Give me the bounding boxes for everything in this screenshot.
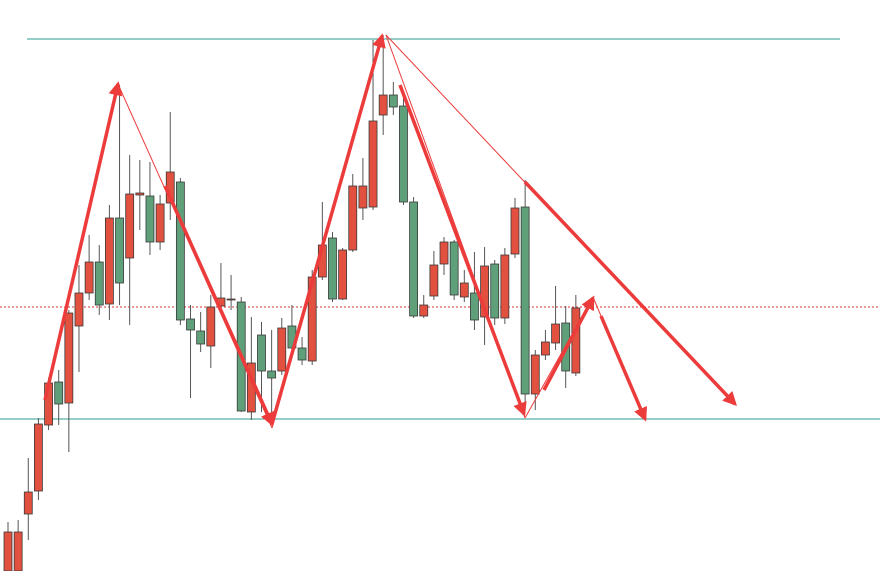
trend-drawings <box>43 33 737 429</box>
candle-body <box>135 192 145 196</box>
candle-body <box>571 307 581 374</box>
candle-body <box>125 193 135 259</box>
candle-body <box>257 334 266 372</box>
candle-body <box>459 282 469 298</box>
candle-body <box>94 261 104 306</box>
candle-body <box>297 347 307 361</box>
candle-body <box>105 217 114 305</box>
candle-body <box>3 531 13 571</box>
candle-body <box>54 381 64 405</box>
candle-body <box>480 265 489 318</box>
arrow <box>542 295 595 391</box>
arrow <box>163 185 274 427</box>
candle-body <box>551 323 560 344</box>
arrow <box>270 33 386 425</box>
candle-body <box>510 207 520 255</box>
price-levels <box>0 38 880 420</box>
candle-body <box>419 304 429 317</box>
candle-body <box>175 181 185 321</box>
candle-body <box>388 94 398 108</box>
candle-body <box>368 120 378 208</box>
candle-body <box>328 237 337 300</box>
arrow <box>398 84 527 417</box>
candle-body <box>206 306 216 347</box>
candle-body <box>378 94 388 116</box>
candle-body <box>348 185 358 251</box>
candle-body <box>115 217 124 284</box>
candle-body <box>34 423 43 492</box>
candle-body <box>409 201 419 317</box>
arrow <box>523 180 737 407</box>
candle-body <box>541 341 550 356</box>
candle-body <box>64 312 74 404</box>
candle-body <box>226 298 236 301</box>
candle-body <box>500 254 510 319</box>
candle-body <box>530 354 540 395</box>
candle-body <box>358 185 368 209</box>
candle-body <box>449 241 459 296</box>
candle-body <box>520 206 530 395</box>
candle-body <box>399 105 408 203</box>
candle-body <box>155 203 165 243</box>
candle-body <box>470 292 479 321</box>
arrow <box>599 315 648 422</box>
candle-body <box>490 263 500 319</box>
candle-body <box>23 491 33 515</box>
candle-body <box>196 330 206 345</box>
candle-body <box>13 531 23 571</box>
candle-body <box>186 318 195 331</box>
candle-body <box>439 241 449 265</box>
candle-body <box>74 292 84 327</box>
candle-body <box>84 261 94 294</box>
candle-body <box>145 195 155 243</box>
candle-body <box>267 370 277 379</box>
candle-body <box>429 264 439 297</box>
arrow <box>43 81 123 401</box>
candle-body <box>338 249 348 300</box>
candles <box>3 35 581 571</box>
candle-body <box>277 327 287 372</box>
